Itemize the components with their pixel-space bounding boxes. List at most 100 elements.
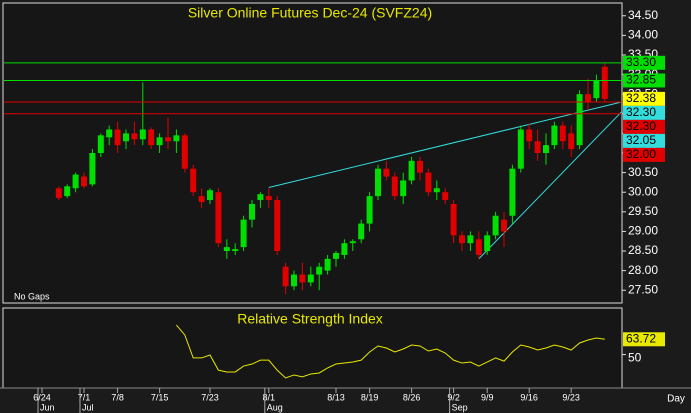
- chart-title: Silver Online Futures Dec-24 (SVFZ24): [188, 5, 432, 21]
- level-tag-label: 32.00: [626, 147, 656, 161]
- candle-body: [425, 172, 432, 193]
- candle-body: [282, 266, 289, 287]
- y-tick-label: 50: [628, 351, 642, 365]
- candle-body: [55, 188, 62, 199]
- rsi-panel: [2, 307, 623, 389]
- x-tick-label: 9/16: [520, 392, 538, 402]
- candle-body: [165, 137, 171, 142]
- y-tick-label: 29.00: [628, 224, 658, 238]
- candle-body: [324, 258, 331, 271]
- candle-body: [400, 180, 407, 197]
- candle-body: [333, 252, 339, 259]
- candle-body: [383, 168, 390, 177]
- candle-body: [408, 160, 415, 181]
- x-tick-label: 7/1: [78, 392, 91, 402]
- candle-body: [114, 129, 121, 146]
- y-tick-label: 29.50: [628, 204, 658, 218]
- candle-body: [375, 168, 381, 197]
- x-tick-label: 9/2: [447, 392, 460, 402]
- candle-body: [307, 274, 314, 283]
- candle-body: [173, 135, 180, 142]
- trendline: [268, 101, 622, 188]
- candle-body: [240, 219, 247, 248]
- candle-body: [551, 125, 558, 146]
- level-tag: [623, 55, 665, 70]
- y-tick-label: 34.50: [628, 8, 658, 22]
- candle-body: [81, 176, 87, 187]
- level-tag: [623, 73, 665, 88]
- candle-body: [526, 129, 533, 142]
- month-label: Jun: [40, 402, 55, 412]
- candle-body: [249, 203, 255, 220]
- candle-body: [450, 203, 457, 236]
- candle-body: [417, 160, 423, 173]
- price-panel: [2, 2, 623, 304]
- rsi-title: Relative Strength Index: [237, 311, 383, 327]
- x-tick-label: 8/1: [263, 392, 276, 402]
- candle-body: [467, 235, 474, 244]
- candle-body: [291, 274, 297, 287]
- level-tag: [623, 133, 665, 148]
- candle-body: [391, 176, 398, 197]
- candle-body: [223, 247, 230, 252]
- candle-body: [190, 168, 197, 193]
- x-tick-label: 9/9: [481, 392, 494, 402]
- candle-body: [64, 186, 71, 197]
- candle-body: [358, 223, 365, 240]
- candle-body: [72, 174, 79, 189]
- level-tag: [623, 119, 665, 134]
- candle-body: [123, 133, 129, 142]
- y-tick-label: 27.50: [628, 282, 658, 296]
- candle-body: [89, 153, 96, 185]
- candle-body: [559, 125, 566, 142]
- level-tag-label: 33.30: [626, 55, 656, 69]
- level-tag: [623, 91, 665, 106]
- candle-body: [148, 129, 155, 146]
- x-tick-label: 7/15: [151, 392, 169, 402]
- y-tick-label: 30.50: [628, 165, 658, 179]
- level-tag-label: 32.38: [626, 91, 656, 105]
- candle-body: [475, 239, 482, 255]
- candle-body: [139, 129, 146, 140]
- candle-body: [232, 249, 239, 252]
- candle-body: [576, 94, 583, 146]
- level-tag-label: 32.30: [626, 119, 656, 133]
- candle-body: [299, 274, 306, 283]
- candle-body: [543, 145, 549, 153]
- level-tag-label: 32.30: [626, 105, 656, 119]
- x-tick-label: 8/26: [403, 392, 421, 402]
- rsi-tag-label: 63.72: [626, 331, 656, 345]
- candle-body: [433, 188, 440, 193]
- candle-body: [585, 94, 591, 103]
- candle-body: [181, 135, 188, 169]
- candle-body: [97, 135, 104, 153]
- level-tag-label: 32.05: [626, 133, 656, 147]
- candle-body: [534, 141, 541, 153]
- candle-body: [341, 243, 348, 255]
- month-label: Sep: [452, 402, 468, 412]
- month-label: Aug: [267, 402, 283, 412]
- y-tick-label: 30.00: [628, 184, 658, 198]
- candle-body: [442, 192, 449, 201]
- candle-body: [501, 219, 507, 232]
- candle-body: [257, 194, 264, 201]
- x-tick-label: 9/23: [562, 392, 580, 402]
- candle-body: [265, 196, 272, 201]
- candle-body: [593, 80, 600, 99]
- candle-body: [568, 133, 575, 150]
- candle-body: [459, 235, 465, 244]
- candle-body: [366, 196, 373, 224]
- candle-body: [484, 235, 491, 252]
- x-axis-unit: Day: [667, 394, 685, 405]
- month-label: Jul: [82, 402, 94, 412]
- candle-body: [207, 190, 213, 201]
- trendline: [478, 111, 622, 260]
- candle-body: [517, 129, 524, 169]
- candle-body: [198, 196, 205, 203]
- candle-body: [106, 129, 113, 138]
- candle-body: [316, 266, 323, 275]
- candle-body: [492, 215, 499, 236]
- y-tick-label: 28.00: [628, 263, 658, 277]
- rsi-tag: [623, 332, 665, 347]
